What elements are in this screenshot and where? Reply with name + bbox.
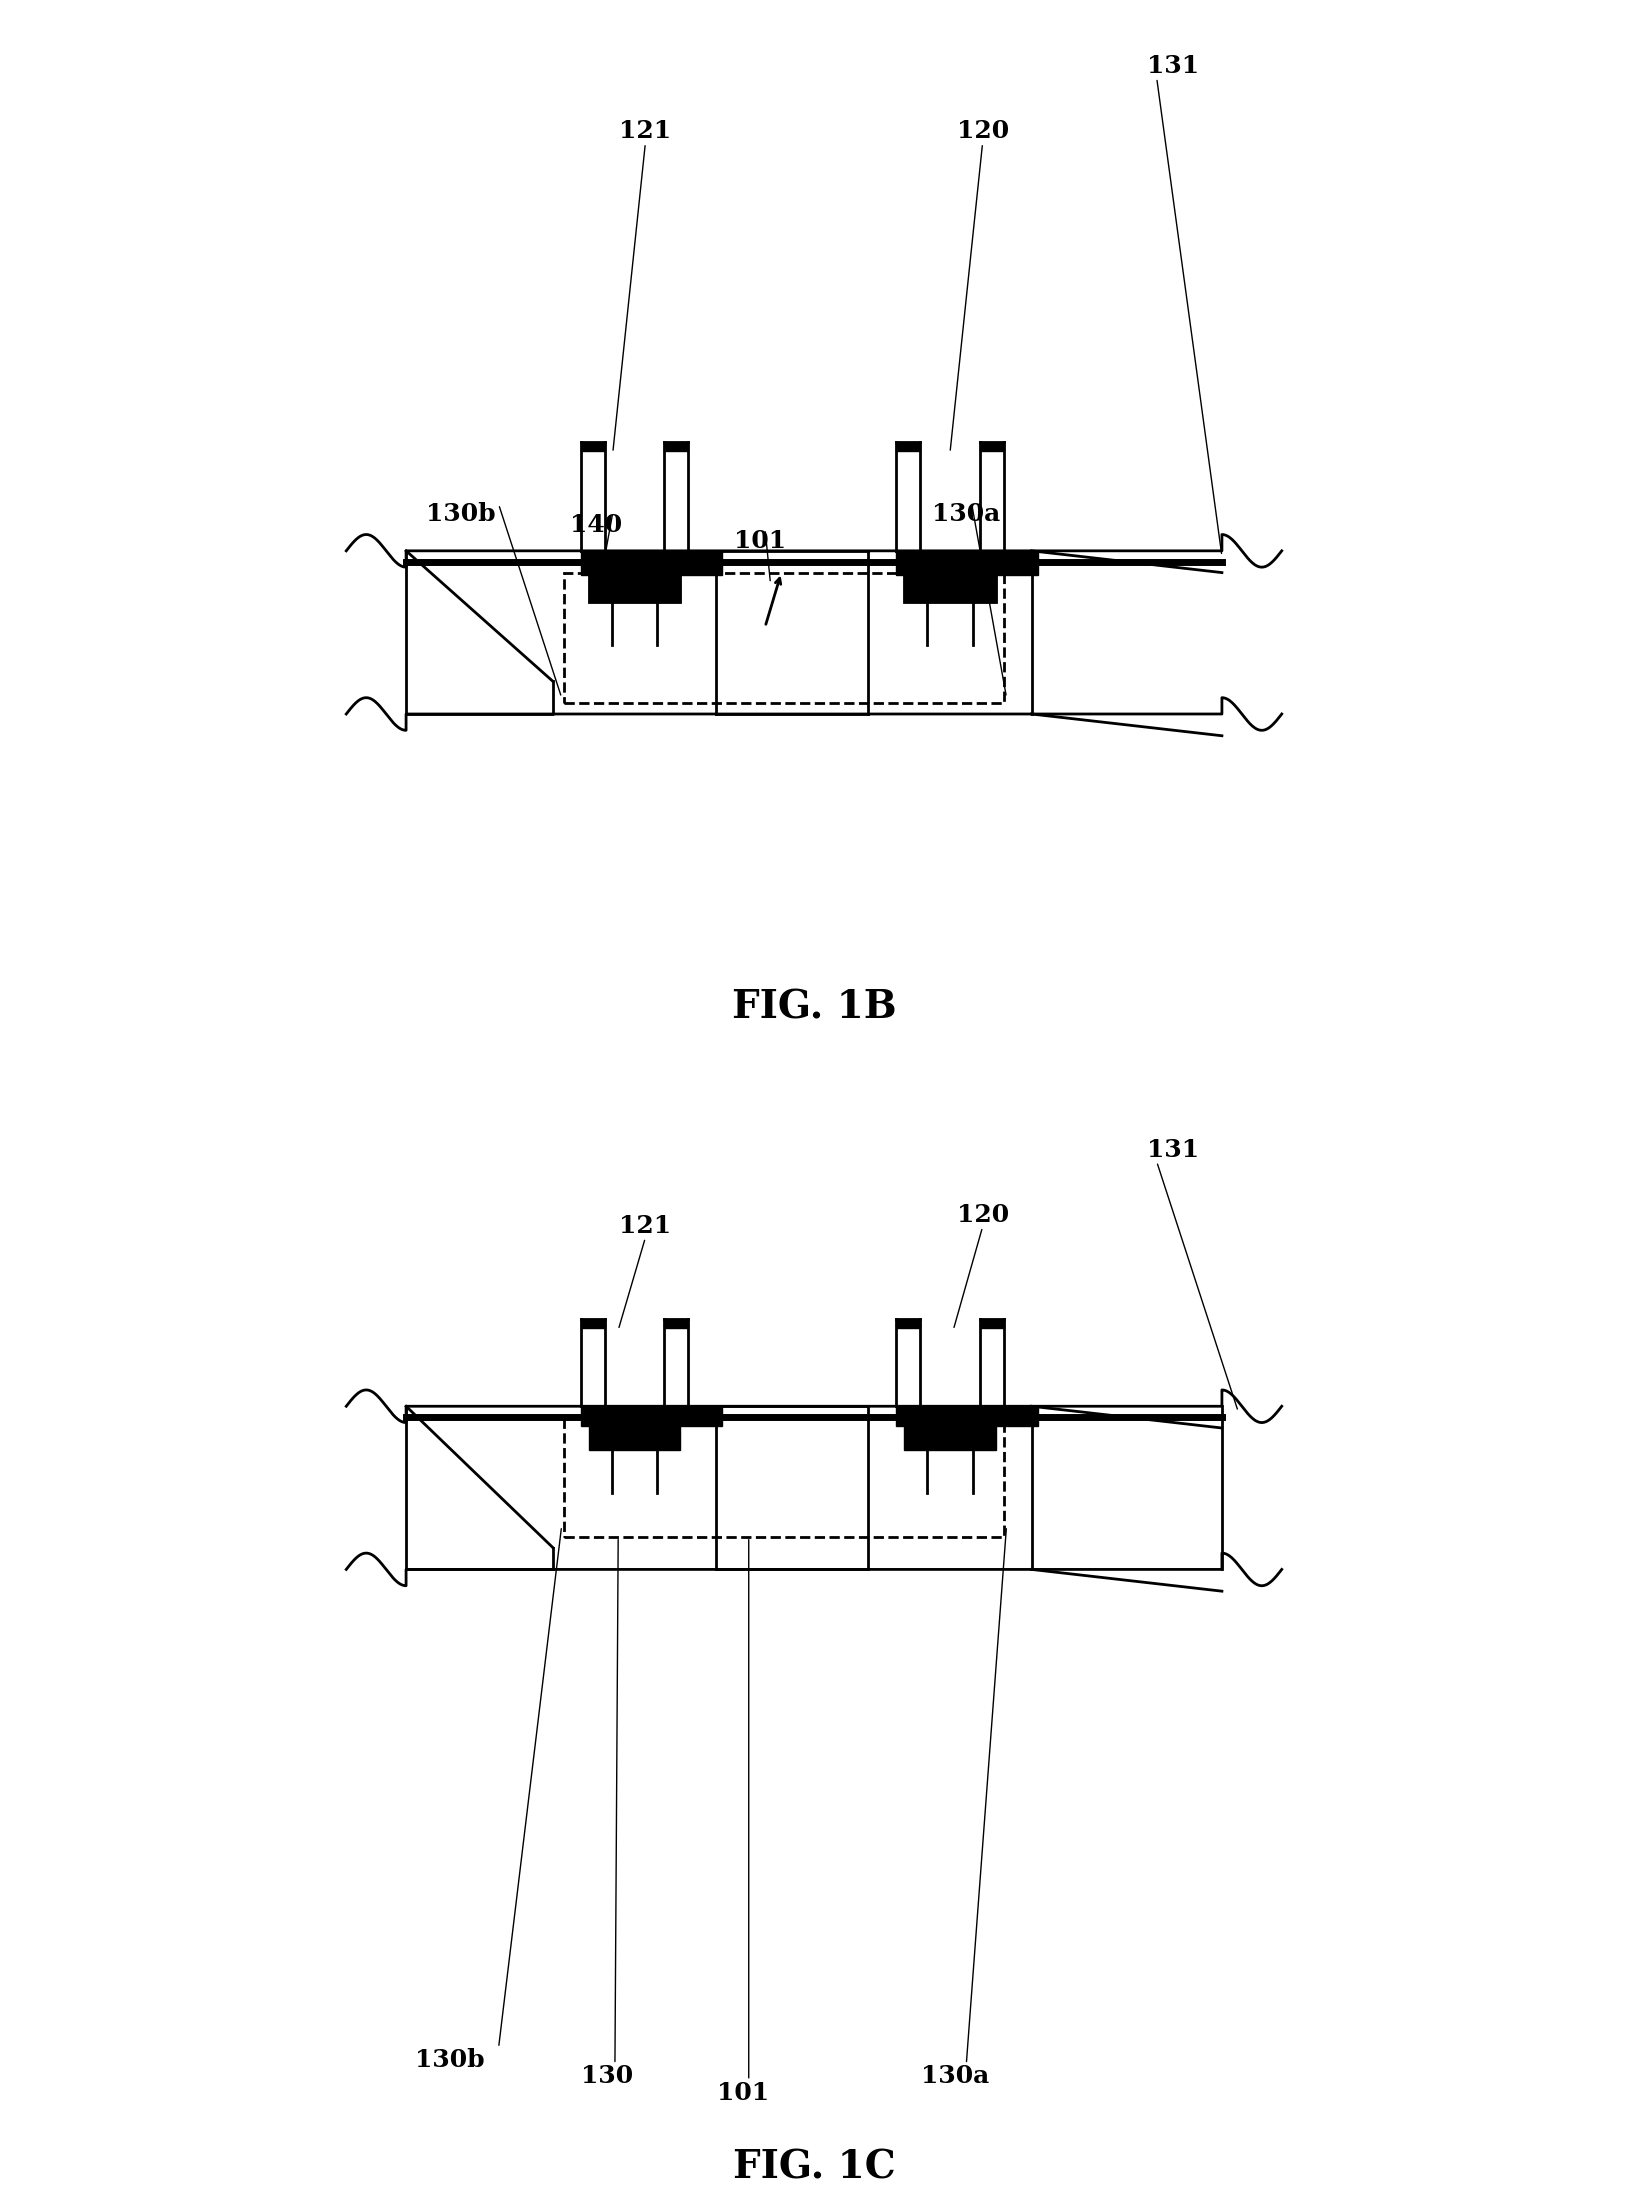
Text: 121: 121 — [619, 119, 671, 143]
Text: 120: 120 — [957, 1203, 1009, 1228]
Text: 121: 121 — [619, 1214, 671, 1239]
Bar — [581, 1406, 723, 1426]
Text: 130a: 130a — [933, 502, 1001, 526]
Text: 131: 131 — [1146, 1137, 1200, 1162]
Bar — [581, 550, 723, 574]
Bar — [895, 442, 920, 451]
Text: FIG. 1B: FIG. 1B — [731, 988, 897, 1027]
Bar — [980, 442, 1004, 451]
Text: 120: 120 — [957, 119, 1009, 143]
Text: 130: 130 — [581, 2064, 633, 2088]
Bar — [563, 1417, 1004, 1538]
Bar — [563, 572, 1004, 704]
Bar — [664, 442, 689, 451]
Bar — [980, 1320, 1004, 1329]
Bar — [581, 1320, 604, 1329]
Text: 130a: 130a — [921, 2064, 990, 2088]
Bar — [904, 1426, 996, 1450]
Bar — [581, 442, 604, 451]
Bar — [589, 1426, 681, 1450]
Text: 130b: 130b — [425, 502, 495, 526]
Bar — [664, 1320, 689, 1329]
Bar — [895, 550, 1037, 574]
Text: 131: 131 — [1146, 53, 1200, 77]
Bar — [904, 574, 996, 603]
Text: 130b: 130b — [415, 2048, 485, 2072]
Bar — [589, 574, 681, 603]
Text: 140: 140 — [570, 513, 622, 537]
Bar — [904, 574, 996, 603]
Text: 101: 101 — [718, 2081, 770, 2105]
Bar — [895, 1320, 920, 1329]
Text: 101: 101 — [734, 528, 786, 552]
Bar — [895, 1406, 1037, 1426]
Text: FIG. 1C: FIG. 1C — [733, 2149, 895, 2187]
Bar — [589, 574, 681, 603]
